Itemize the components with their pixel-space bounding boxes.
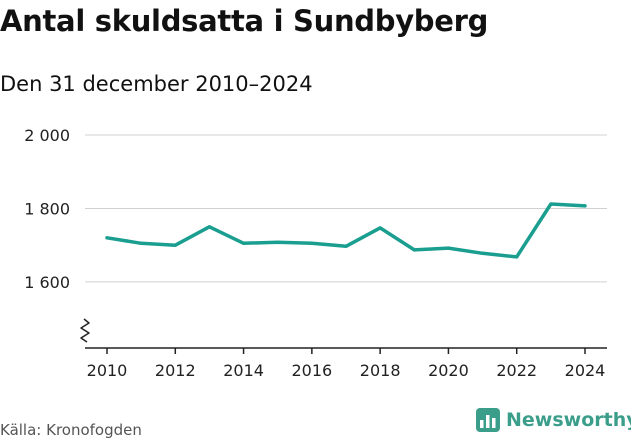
x-tick-label: 2024 [565,361,606,380]
chart-subtitle: Den 31 december 2010–2024 [0,72,313,96]
data-point [481,251,485,255]
data-point [207,225,211,229]
brand-name: Newsworthy [506,409,631,431]
axis-break-icon [80,318,90,343]
x-tick-label: 2014 [223,361,264,380]
x-tick-label: 2022 [496,361,537,380]
y-tick-label: 1 800 [24,199,70,218]
data-point [105,236,109,240]
data-point [173,243,177,247]
x-tick-label: 2012 [155,361,196,380]
y-tick-label: 2 000 [24,126,70,145]
x-tick-label: 2016 [291,361,332,380]
series-line [105,202,587,259]
x-tick-label: 2018 [360,361,401,380]
source-note: Källa: Kronofogden [0,421,142,439]
y-tick-label: 1 600 [24,273,70,292]
data-point [583,204,587,208]
data-point [412,248,416,252]
x-tick-label: 2010 [87,361,128,380]
data-point [310,241,314,245]
newsworthy-logo-icon [476,408,500,432]
data-point [242,241,246,245]
data-point [378,226,382,230]
data-point [549,202,553,206]
data-point [139,241,143,245]
x-tick-label: 2020 [428,361,469,380]
data-point [446,246,450,250]
chart-title: Antal skuldsatta i Sundbyberg [0,4,489,38]
line-chart: 1 600 1 800 2 000 2010 2012 2014 2016 2018 2020 2… [24,126,607,380]
data-point [515,255,519,259]
data-point [344,244,348,248]
brand: Newsworthy [476,408,631,432]
data-point [276,240,280,244]
